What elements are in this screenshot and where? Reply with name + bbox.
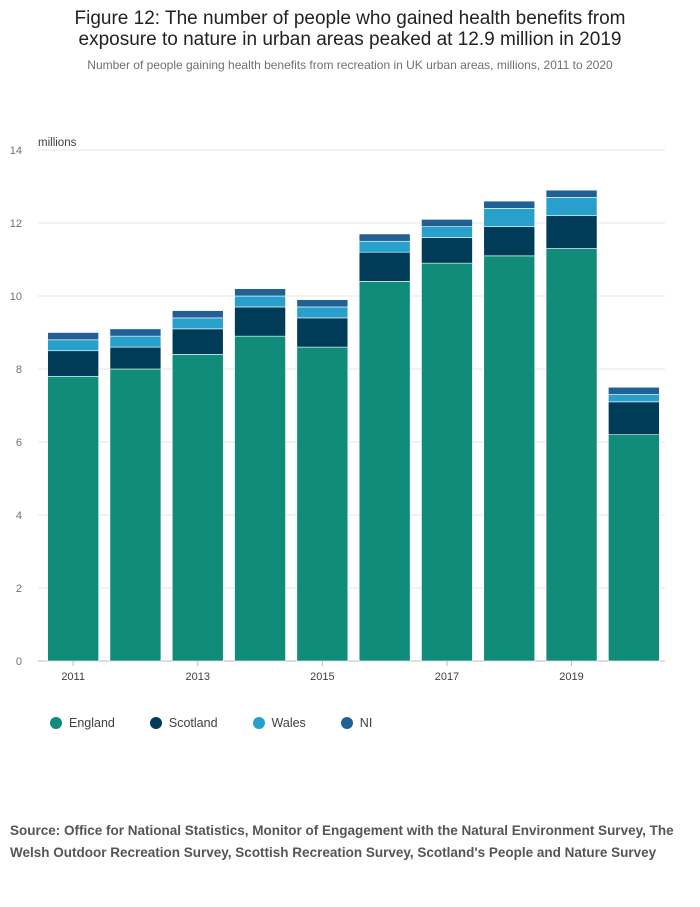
y-tick-label: 14	[10, 145, 22, 157]
bar-scotland-2018	[483, 226, 536, 257]
legend-label: England	[69, 716, 115, 730]
y-tick-label: 2	[16, 583, 22, 595]
bar-wales-2020	[608, 394, 660, 403]
source-note: Source: Office for National Statistics, …	[10, 823, 674, 860]
legend-label: NI	[359, 716, 373, 730]
y-axis-label: millions	[38, 137, 77, 149]
bar-wales-2014	[234, 295, 286, 308]
chart-title: Figure 12: The number of people who gain…	[0, 8, 700, 50]
bar-scotland-2012	[109, 346, 162, 370]
bar-ni-2017	[421, 219, 473, 227]
bar-ni-2015	[296, 299, 349, 308]
bar-wales-2013	[171, 317, 224, 330]
y-tick-label: 10	[10, 291, 22, 303]
legend-swatch-icon	[340, 717, 353, 729]
chart-title-line-1: Figure 12: The number of people who gain…	[74, 8, 626, 29]
bar-england-2020	[608, 434, 660, 662]
bar-ni-2014	[234, 288, 286, 297]
bar-wales-2012	[109, 335, 162, 348]
legend-swatch-icon	[149, 717, 162, 729]
legend-item-ni: NI	[340, 716, 373, 730]
bar-scotland-2020	[608, 401, 660, 436]
bar-ni-2012	[109, 328, 162, 337]
bar-england-2014	[234, 335, 286, 662]
bar-scotland-2014	[234, 306, 286, 337]
bar-ni-2016	[358, 233, 411, 242]
bar-england-2015	[296, 346, 349, 662]
x-tick-label: 2015	[310, 671, 334, 680]
bar-scotland-2019	[545, 215, 598, 249]
y-tick-label: 8	[16, 364, 22, 376]
bar-ni-2019	[545, 189, 598, 198]
bar-wales-2016	[358, 240, 411, 253]
bar-england-2013	[171, 354, 224, 662]
y-tick-label: 0	[16, 656, 22, 668]
y-tick-label: 6	[16, 437, 22, 449]
legend-item-england: England	[50, 716, 115, 730]
legend-label: Scotland	[168, 716, 218, 730]
x-tick-label: 2013	[186, 671, 210, 680]
bar-scotland-2016	[358, 251, 411, 282]
bar-ni-2013	[171, 310, 224, 319]
stacked-bar-chart: 0 2 4 6 8 10 12 14 millions 2011 2013 2015 2017 2019	[10, 137, 665, 680]
bar-wales-2017	[421, 226, 473, 238]
bar-scotland-2013	[171, 328, 224, 355]
bar-ni-2011	[47, 332, 99, 341]
y-tick-label: 12	[10, 218, 22, 230]
bar-england-2012	[109, 368, 162, 662]
chart-legend: England Scotland Wales NI	[50, 716, 407, 730]
bar-england-2016	[358, 281, 411, 662]
bar-ni-2020	[608, 386, 660, 395]
bar-ni-2018	[483, 200, 536, 209]
bar-england-2017	[421, 262, 473, 662]
bar-england-2018	[483, 255, 536, 662]
bar-england-2019	[545, 248, 598, 662]
bar-wales-2011	[47, 339, 99, 352]
x-tick-label: 2017	[435, 671, 459, 680]
x-tick-label: 2011	[61, 671, 85, 680]
legend-label: Wales	[271, 716, 306, 730]
bar-wales-2019	[545, 197, 598, 216]
legend-item-scotland: Scotland	[149, 716, 218, 730]
bar-wales-2018	[483, 208, 536, 227]
bar-scotland-2015	[296, 317, 349, 348]
legend-swatch-icon	[252, 717, 265, 729]
legend-item-wales: Wales	[252, 716, 306, 730]
bar-scotland-2011	[47, 350, 99, 377]
legend-swatch-icon	[50, 717, 62, 729]
x-tick-label: 2019	[559, 671, 583, 680]
bar-england-2011	[47, 375, 99, 662]
bar-scotland-2017	[421, 237, 473, 264]
bar-wales-2015	[296, 306, 349, 319]
y-tick-label: 4	[16, 510, 22, 522]
chart-title-line-2: exposure to nature in urban areas peaked…	[78, 29, 622, 50]
chart-subtitle: Number of people gaining health benefits…	[87, 58, 613, 72]
